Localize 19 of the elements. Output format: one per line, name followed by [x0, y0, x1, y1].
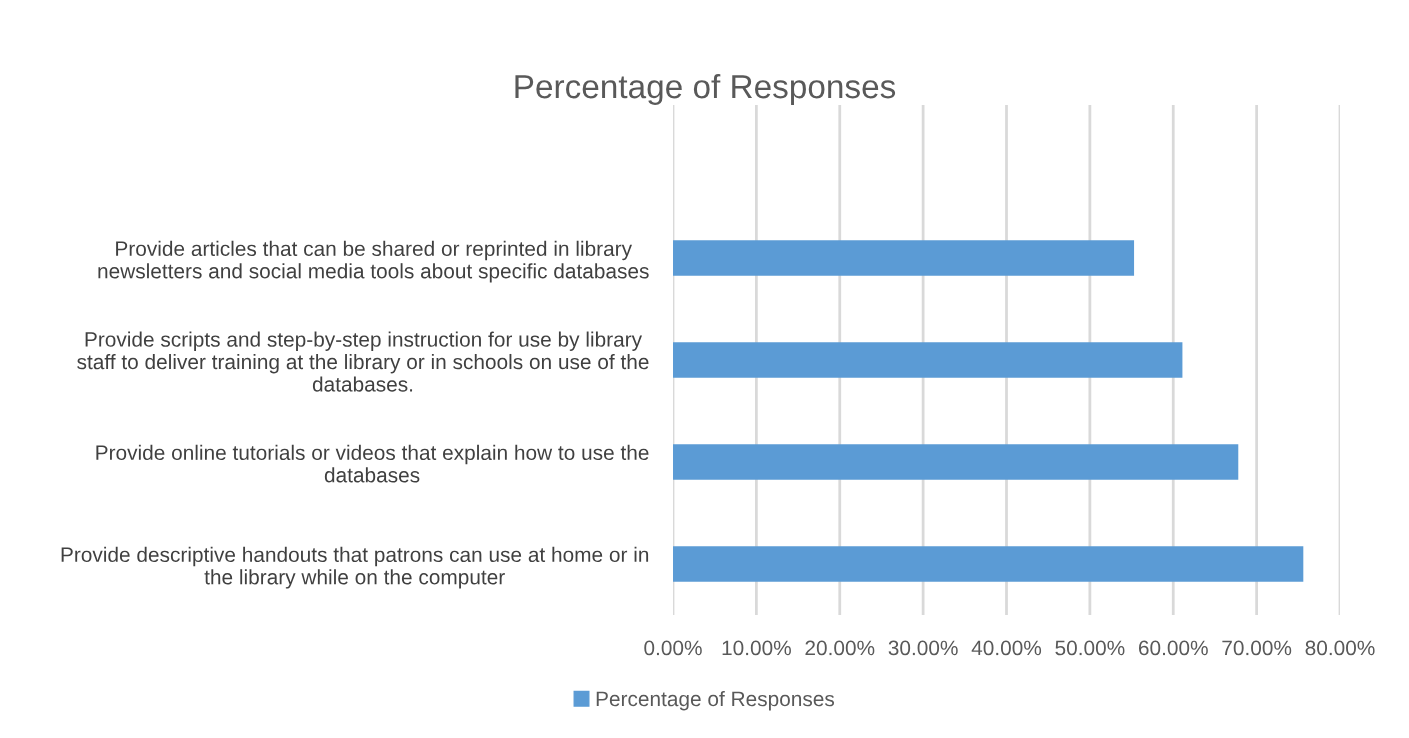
- x-tick-label: 30.00%: [888, 640, 958, 656]
- x-tick-label: 60.00%: [1138, 640, 1208, 656]
- x-tick-label: 10.00%: [722, 640, 791, 656]
- y-tick-label: Provide descriptive handouts that patrons can use at home or in the library while on the computer: [61, 546, 649, 589]
- bar: [673, 444, 1239, 480]
- legend-label: Percentage of Responses: [596, 691, 835, 711]
- bar: [673, 240, 1135, 276]
- y-tick-label: Provide articles that can be shared or reprinted in library newsletters and social media tools about specific databases: [98, 240, 649, 283]
- chart-title: Percentage of Responses: [515, 73, 896, 105]
- x-tick-label: 40.00%: [971, 640, 1042, 656]
- x-tick-label: 20.00%: [805, 640, 875, 656]
- x-tick-label: 70.00%: [1222, 640, 1292, 656]
- x-tick-label: 80.00%: [1305, 640, 1375, 656]
- bar: [673, 342, 1183, 378]
- x-tick-label: 50.00%: [1055, 640, 1125, 656]
- y-tick-label: Provide online tutorials or videos that explain how to use the databases: [96, 444, 649, 483]
- bar: [673, 546, 1304, 582]
- x-tick-label: 0.00%: [644, 640, 702, 656]
- y-tick-label: Provide scripts and step-by-step instruction for use by library staff to deliver training at the library or in schools on use of the databases.: [77, 331, 649, 392]
